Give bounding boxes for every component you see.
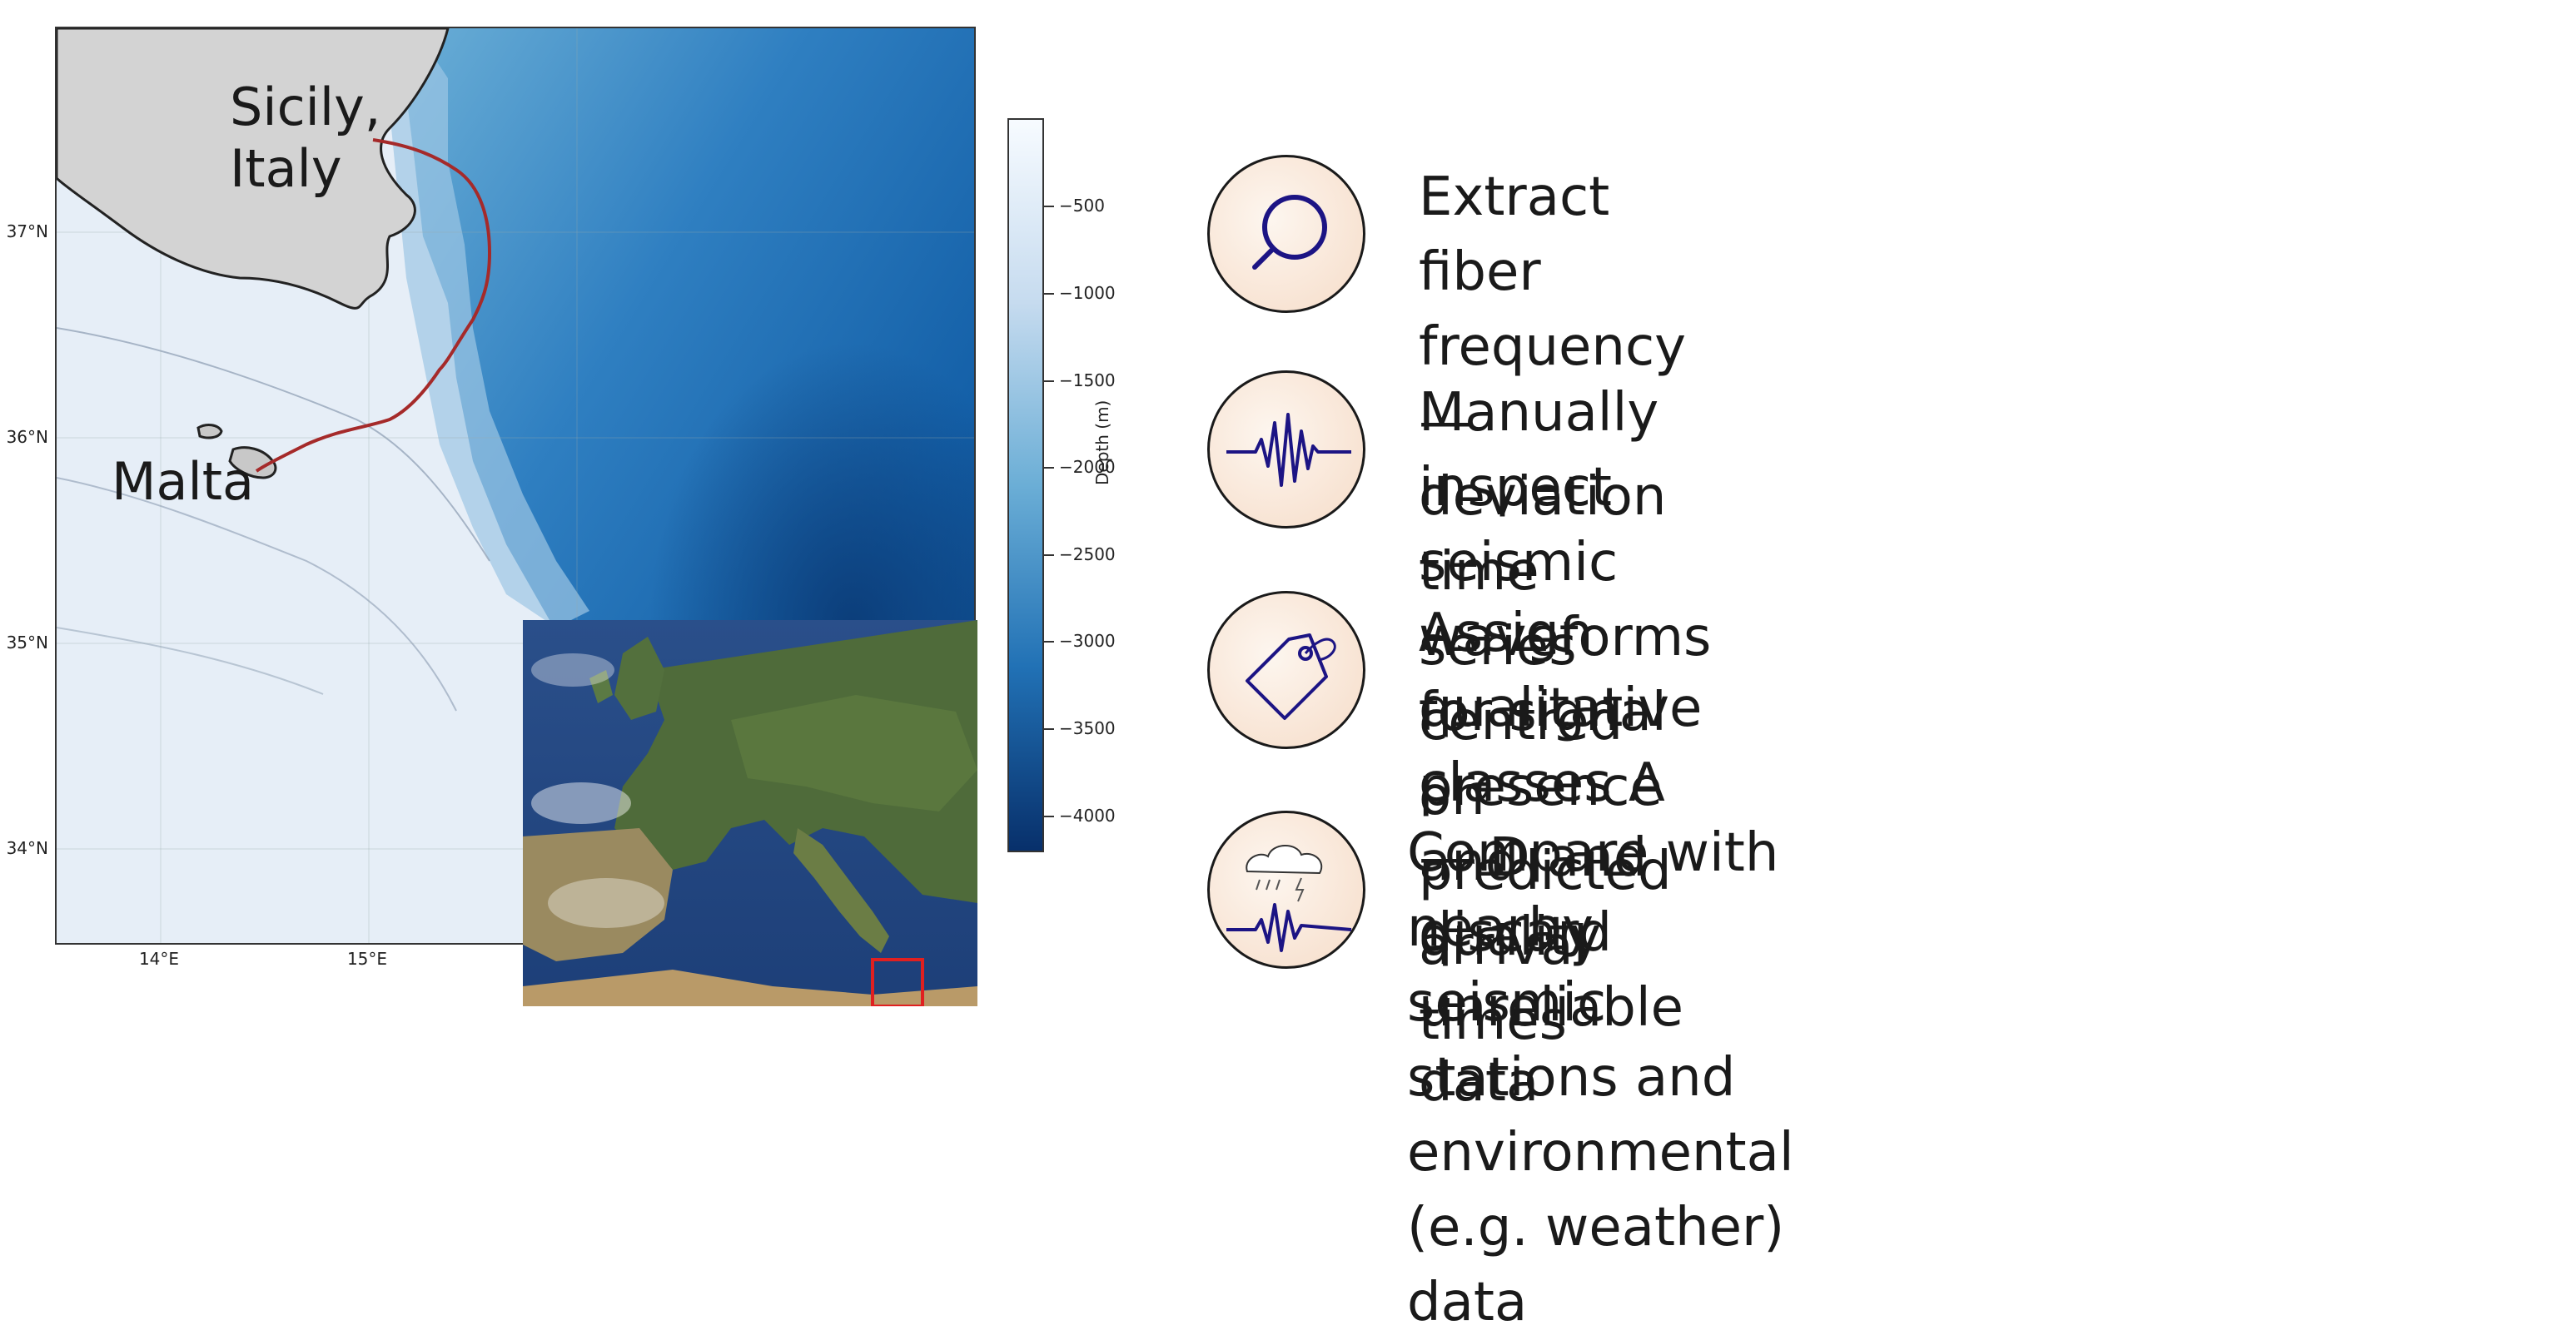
colorbar-title: Depth (m) <box>1092 400 1112 485</box>
lon-tick-15: 15°E <box>346 949 388 969</box>
tag-icon <box>1207 591 1365 749</box>
cb-tick-mark <box>1044 728 1054 730</box>
malta-label: Malta <box>112 451 255 512</box>
lat-tick-34: 34°N <box>6 838 48 858</box>
cb-tick-mark <box>1044 206 1054 207</box>
depth-colorbar <box>1007 118 1044 852</box>
cb-label: −3000 <box>1059 631 1116 651</box>
cb-tick-mark <box>1044 467 1054 469</box>
waveform-icon <box>1207 370 1365 529</box>
weather-waveform-icon <box>1207 811 1365 969</box>
cb-label: −3500 <box>1059 718 1116 738</box>
cb-tick-mark <box>1044 816 1054 817</box>
cb-tick-mark <box>1044 293 1054 295</box>
lat-tick-37: 37°N <box>6 221 48 241</box>
fiber-cable-route <box>255 138 492 473</box>
cb-label: −1000 <box>1059 283 1116 303</box>
cb-tick-mark <box>1044 641 1054 643</box>
sicily-landmass <box>57 28 450 310</box>
lat-tick-35: 35°N <box>6 633 48 653</box>
cb-label: −4000 <box>1059 806 1116 826</box>
cb-label: −500 <box>1059 196 1105 216</box>
cb-label: −2000 <box>1059 457 1116 477</box>
malta-island <box>228 446 277 479</box>
cb-label: −1500 <box>1059 370 1116 390</box>
lat-tick-36: 36°N <box>6 427 48 447</box>
magnifier-icon <box>1207 155 1365 313</box>
gozo-island <box>196 424 223 439</box>
cb-label: −2500 <box>1059 544 1116 564</box>
region-marker-box <box>871 958 924 1006</box>
sicily-label: Sicily, Italy <box>230 77 381 200</box>
lon-tick-14: 14°E <box>138 949 180 969</box>
cb-tick-mark <box>1044 380 1054 382</box>
step-text: Manually inspect seismic waveforms for s… <box>1419 382 1712 968</box>
cb-tick-mark <box>1044 554 1054 556</box>
europe-inset-map <box>523 620 977 1006</box>
step-text: Compare with nearby seismic stations and… <box>1407 822 1794 1333</box>
